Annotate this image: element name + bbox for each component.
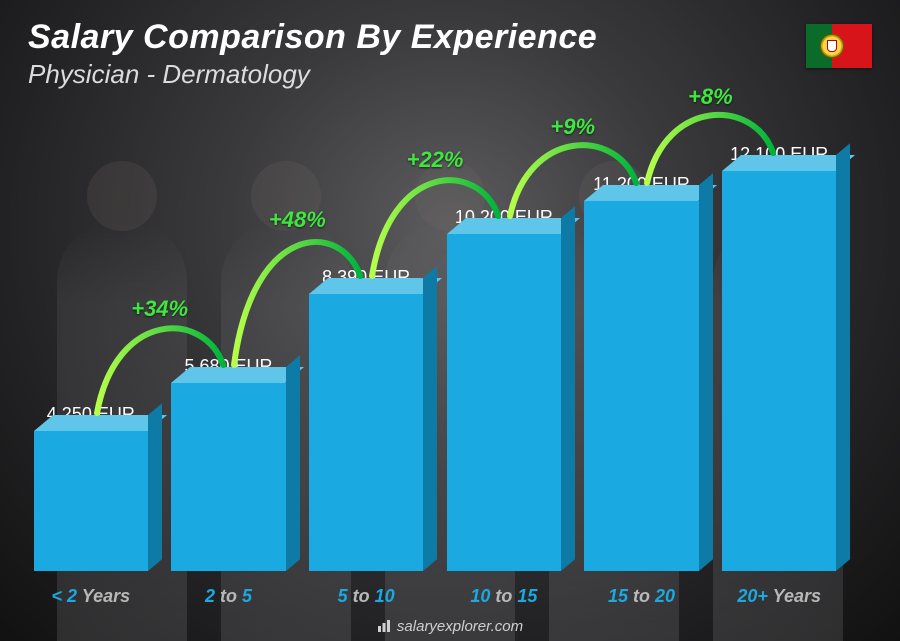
bar-slot: 10,200 EUR	[443, 120, 565, 571]
page-subtitle: Physician - Dermatology	[28, 59, 597, 90]
x-label-dim: to	[348, 586, 375, 606]
bar-slot: 12,100 EUR	[718, 120, 840, 571]
bar-front-face	[584, 201, 698, 571]
x-label-dim: to	[215, 586, 242, 606]
x-axis-label: 15 to 20	[581, 586, 703, 607]
bar-front-face	[34, 431, 148, 571]
footer-site: salaryexplorer.com	[397, 618, 523, 635]
bar-top-face	[171, 367, 304, 383]
x-label-accent: 10	[375, 586, 395, 606]
bar-side-face	[148, 403, 162, 571]
bar-slot: 5,680 EUR	[168, 120, 290, 571]
bar	[584, 201, 698, 571]
bar-front-face	[447, 234, 561, 571]
bar-side-face	[286, 355, 300, 571]
x-axis-label: 20+ Years	[718, 586, 840, 607]
x-label-accent: 10	[470, 586, 490, 606]
x-label-accent: 15	[608, 586, 628, 606]
flag-emblem	[820, 34, 844, 58]
bar	[34, 431, 148, 571]
footer: salaryexplorer.com	[0, 618, 900, 635]
x-label-dim: Years	[768, 586, 821, 606]
bar-slot: 8,390 EUR	[305, 120, 427, 571]
bar-front-face	[309, 294, 423, 571]
bars-container: 4,250 EUR5,680 EUR8,390 EUR10,200 EUR11,…	[30, 120, 840, 571]
bar-slot: 11,200 EUR	[581, 120, 703, 571]
x-axis-label: 2 to 5	[168, 586, 290, 607]
x-label-accent: 5	[338, 586, 348, 606]
x-label-accent: 20	[655, 586, 675, 606]
x-label-accent: < 2	[52, 586, 78, 606]
bar	[309, 294, 423, 571]
bar-side-face	[423, 266, 437, 571]
country-flag-portugal	[806, 24, 872, 68]
bar-side-face	[561, 206, 575, 571]
x-label-dim: to	[490, 586, 517, 606]
x-label-accent: 2	[205, 586, 215, 606]
flag-shield	[827, 40, 837, 52]
x-label-accent: 15	[517, 586, 537, 606]
x-axis-label: < 2 Years	[30, 586, 152, 607]
x-label-dim: to	[628, 586, 655, 606]
x-label-accent: 5	[242, 586, 252, 606]
bar-top-face	[584, 185, 717, 201]
x-label-accent: 20+	[737, 586, 768, 606]
bar-chart-icon	[377, 619, 391, 633]
bar	[447, 234, 561, 571]
bar-side-face	[836, 143, 850, 571]
header-block: Salary Comparison By Experience Physicia…	[28, 18, 597, 90]
bar-side-face	[699, 173, 713, 571]
salary-chart: 4,250 EUR5,680 EUR8,390 EUR10,200 EUR11,…	[30, 120, 840, 571]
page-title: Salary Comparison By Experience	[28, 18, 597, 57]
increase-label: +8%	[688, 84, 733, 110]
bar-front-face	[722, 171, 836, 571]
x-label-dim: Years	[77, 586, 130, 606]
bar-front-face	[171, 383, 285, 571]
x-axis-label: 10 to 15	[443, 586, 565, 607]
bar	[171, 383, 285, 571]
bar-slot: 4,250 EUR	[30, 120, 152, 571]
x-axis-labels: < 2 Years2 to 55 to 1010 to 1515 to 2020…	[30, 586, 840, 607]
bar	[722, 171, 836, 571]
x-axis-label: 5 to 10	[305, 586, 427, 607]
